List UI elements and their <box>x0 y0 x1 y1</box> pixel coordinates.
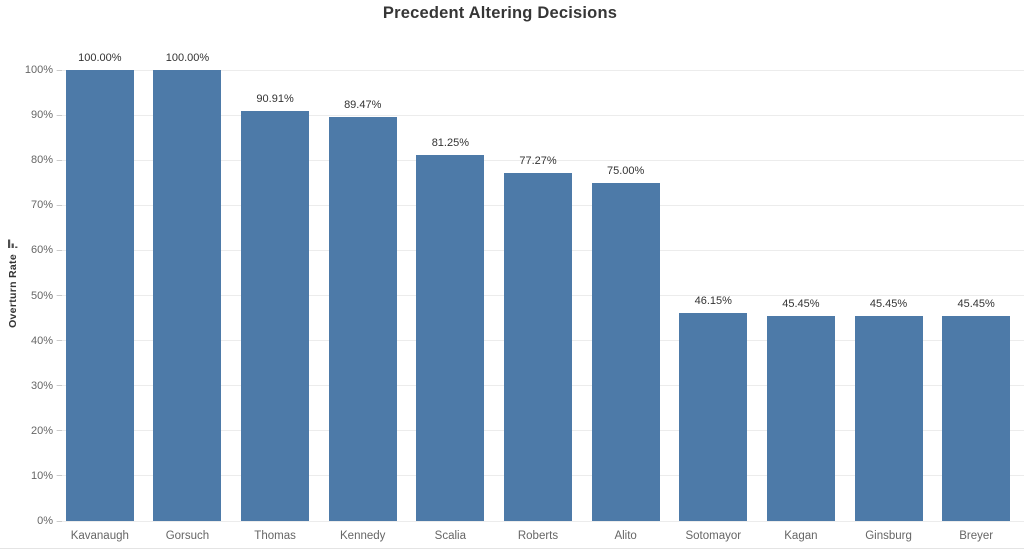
plot-area: 100.00% 100.00% 90.91% 89.47% 81.25% 77.27% 75… <box>56 44 1024 522</box>
sort-descending-icon[interactable] <box>7 238 19 249</box>
y-tick-label: 10% <box>30 469 53 482</box>
gridline <box>56 520 1024 522</box>
x-axis-label-ginsburg[interactable]: Ginsburg <box>865 530 912 542</box>
gridline <box>56 114 1024 116</box>
bar-alito[interactable] <box>591 182 660 521</box>
bar-scalia[interactable] <box>416 154 485 521</box>
bar-kavanaugh[interactable] <box>65 70 134 521</box>
bar-thomas[interactable] <box>241 110 310 521</box>
bar-value-label: 75.00% <box>606 164 645 177</box>
gridline <box>56 159 1024 161</box>
bar-sotomayor[interactable] <box>679 312 748 521</box>
bar-value-label: 77.27% <box>519 154 557 167</box>
x-axis-label-alito[interactable]: Alito <box>614 530 637 542</box>
x-axis-label-breyer[interactable]: Breyer <box>959 530 994 542</box>
y-tick-label: 30% <box>30 379 53 392</box>
bar-value-label: 89.47% <box>344 99 382 112</box>
bar-value-label: 100.00% <box>78 52 122 64</box>
bar-value-label: 45.45% <box>782 298 820 311</box>
bar-roberts[interactable] <box>504 172 572 521</box>
bar-kagan[interactable] <box>766 316 835 521</box>
bar-value-label: 90.91% <box>256 92 294 105</box>
chart-title: Precedent Altering Decisions <box>382 4 618 22</box>
y-tick-label: 20% <box>30 424 53 437</box>
x-axis-label-sotomayor[interactable]: Sotomayor <box>685 530 742 542</box>
bar-ginsburg[interactable] <box>854 316 923 521</box>
bar-kennedy[interactable] <box>328 117 397 521</box>
y-tick-mark <box>57 475 62 477</box>
bar-value-label: 45.45% <box>957 298 995 311</box>
x-axis-label-kennedy[interactable]: Kennedy <box>340 530 386 542</box>
bar-value-label: 81.25% <box>431 136 469 149</box>
bar-breyer[interactable] <box>942 316 1011 521</box>
y-tick-label: 90% <box>30 109 53 122</box>
x-axis-label-kavanaugh[interactable]: Kavanaugh <box>70 530 129 542</box>
y-tick-label: 50% <box>30 289 53 302</box>
y-tick-label: 80% <box>30 154 53 167</box>
x-axis-label-kagan[interactable]: Kagan <box>784 530 818 542</box>
y-tick-mark <box>57 249 62 251</box>
x-axis-label-scalia[interactable]: Scalia <box>434 530 466 542</box>
x-axis-label-thomas[interactable]: Thomas <box>254 530 296 542</box>
gridline <box>56 69 1024 71</box>
y-tick-mark <box>57 430 62 432</box>
y-tick-mark <box>57 520 62 522</box>
y-tick-mark <box>57 204 62 206</box>
y-tick-label: 60% <box>30 244 53 257</box>
bar-value-label: 45.45% <box>869 298 908 311</box>
y-axis-title[interactable]: Overturn Rate <box>2 44 24 521</box>
bar-value-label: 100.00% <box>165 52 210 64</box>
x-axis-label-gorsuch[interactable]: Gorsuch <box>165 530 210 542</box>
x-axis: Kavanaugh Gorsuch Thomas Kennedy Scalia Rober… <box>56 529 1020 545</box>
bar-value-label: 46.15% <box>694 294 732 307</box>
x-axis-label-roberts[interactable]: Roberts <box>517 530 559 542</box>
y-tick-mark <box>57 114 62 116</box>
y-tick-mark <box>57 159 62 161</box>
y-tick-mark <box>57 340 62 342</box>
y-tick-label: 70% <box>30 199 53 212</box>
bar-gorsuch[interactable] <box>153 70 222 521</box>
y-tick-mark <box>57 385 62 387</box>
y-tick-label: 40% <box>30 334 53 347</box>
y-tick-label: 0% <box>37 515 53 527</box>
y-tick-mark <box>57 295 62 296</box>
y-tick-label: 100% <box>24 64 53 76</box>
bottom-divider <box>0 548 1024 549</box>
y-axis: 0% 10% 20% 30% 40% 50% 60% 70% 80% 90% 100% <box>0 0 53 552</box>
y-tick-mark <box>57 69 62 71</box>
